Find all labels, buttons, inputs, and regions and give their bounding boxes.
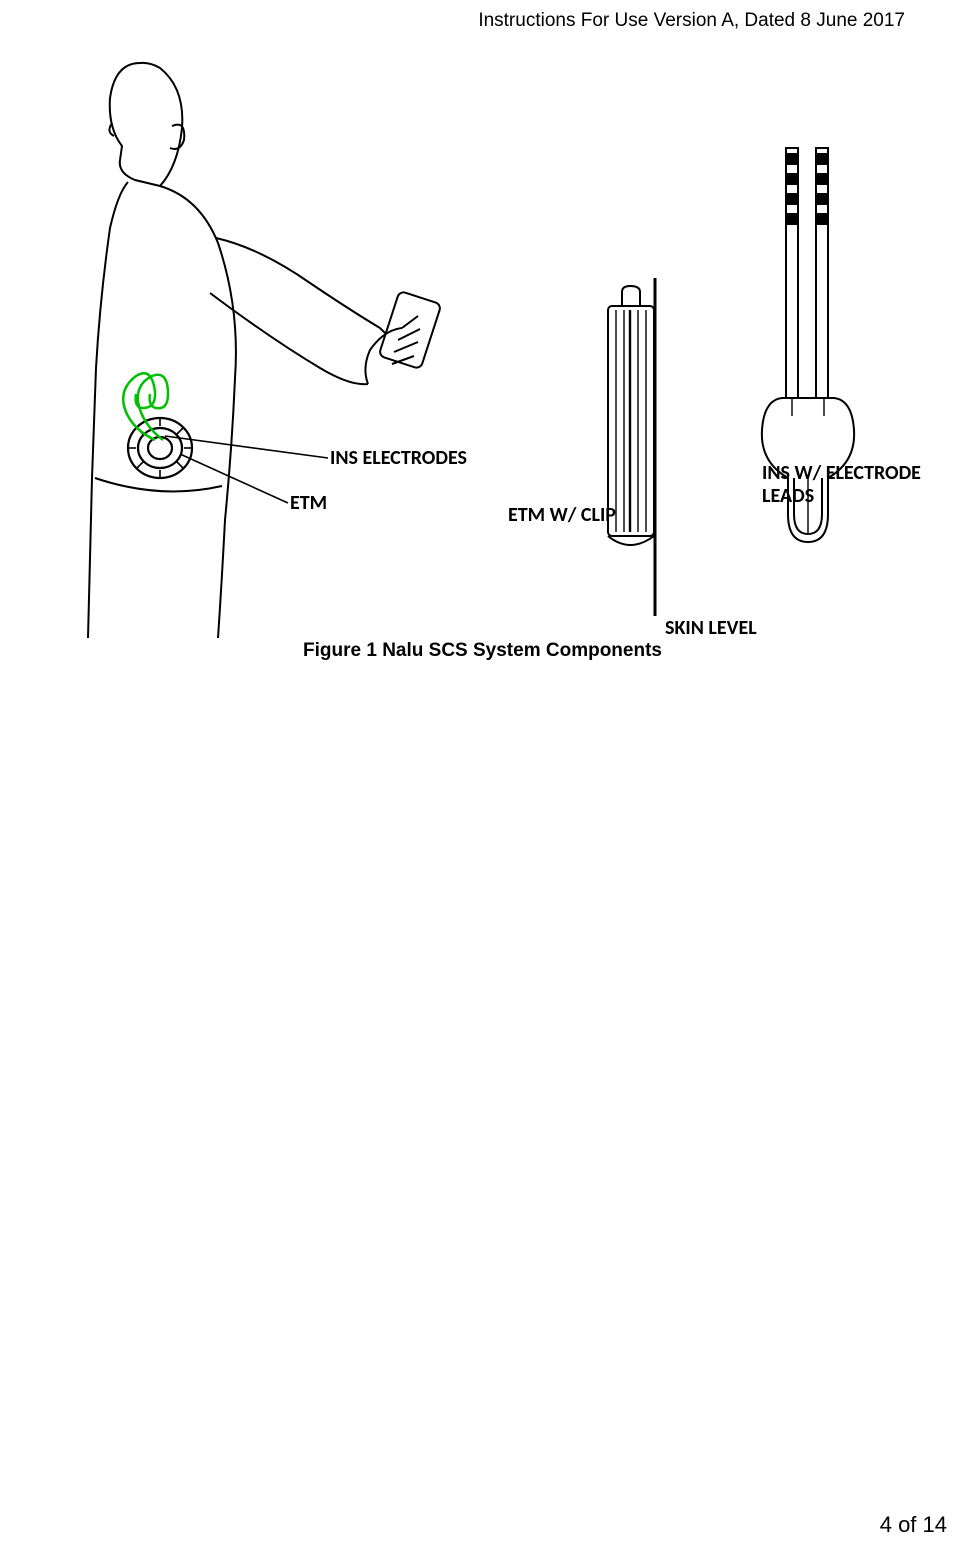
label-skin-level: SKIN LEVEL	[665, 616, 757, 640]
page-number: 4 of 14	[880, 1512, 947, 1538]
human-outline	[88, 63, 441, 638]
figure-1: INS ELECTRODES ETM ETM W/ CLIP INS W/ EL…	[10, 48, 950, 638]
label-ins-w-leads-line2: LEADS	[762, 484, 814, 508]
electrode-leads-green	[123, 373, 168, 440]
figure-caption: Figure 1 Nalu SCS System Components	[0, 640, 965, 662]
label-etm: ETM	[290, 491, 327, 515]
page-header: Instructions For Use Version A, Dated 8 …	[478, 10, 905, 32]
label-ins-electrodes: INS ELECTRODES	[330, 446, 467, 470]
label-etm-w-clip: ETM W/ CLIP	[508, 503, 616, 527]
label-ins-w-leads-line1: INS W/ ELECTRODE	[762, 461, 921, 485]
